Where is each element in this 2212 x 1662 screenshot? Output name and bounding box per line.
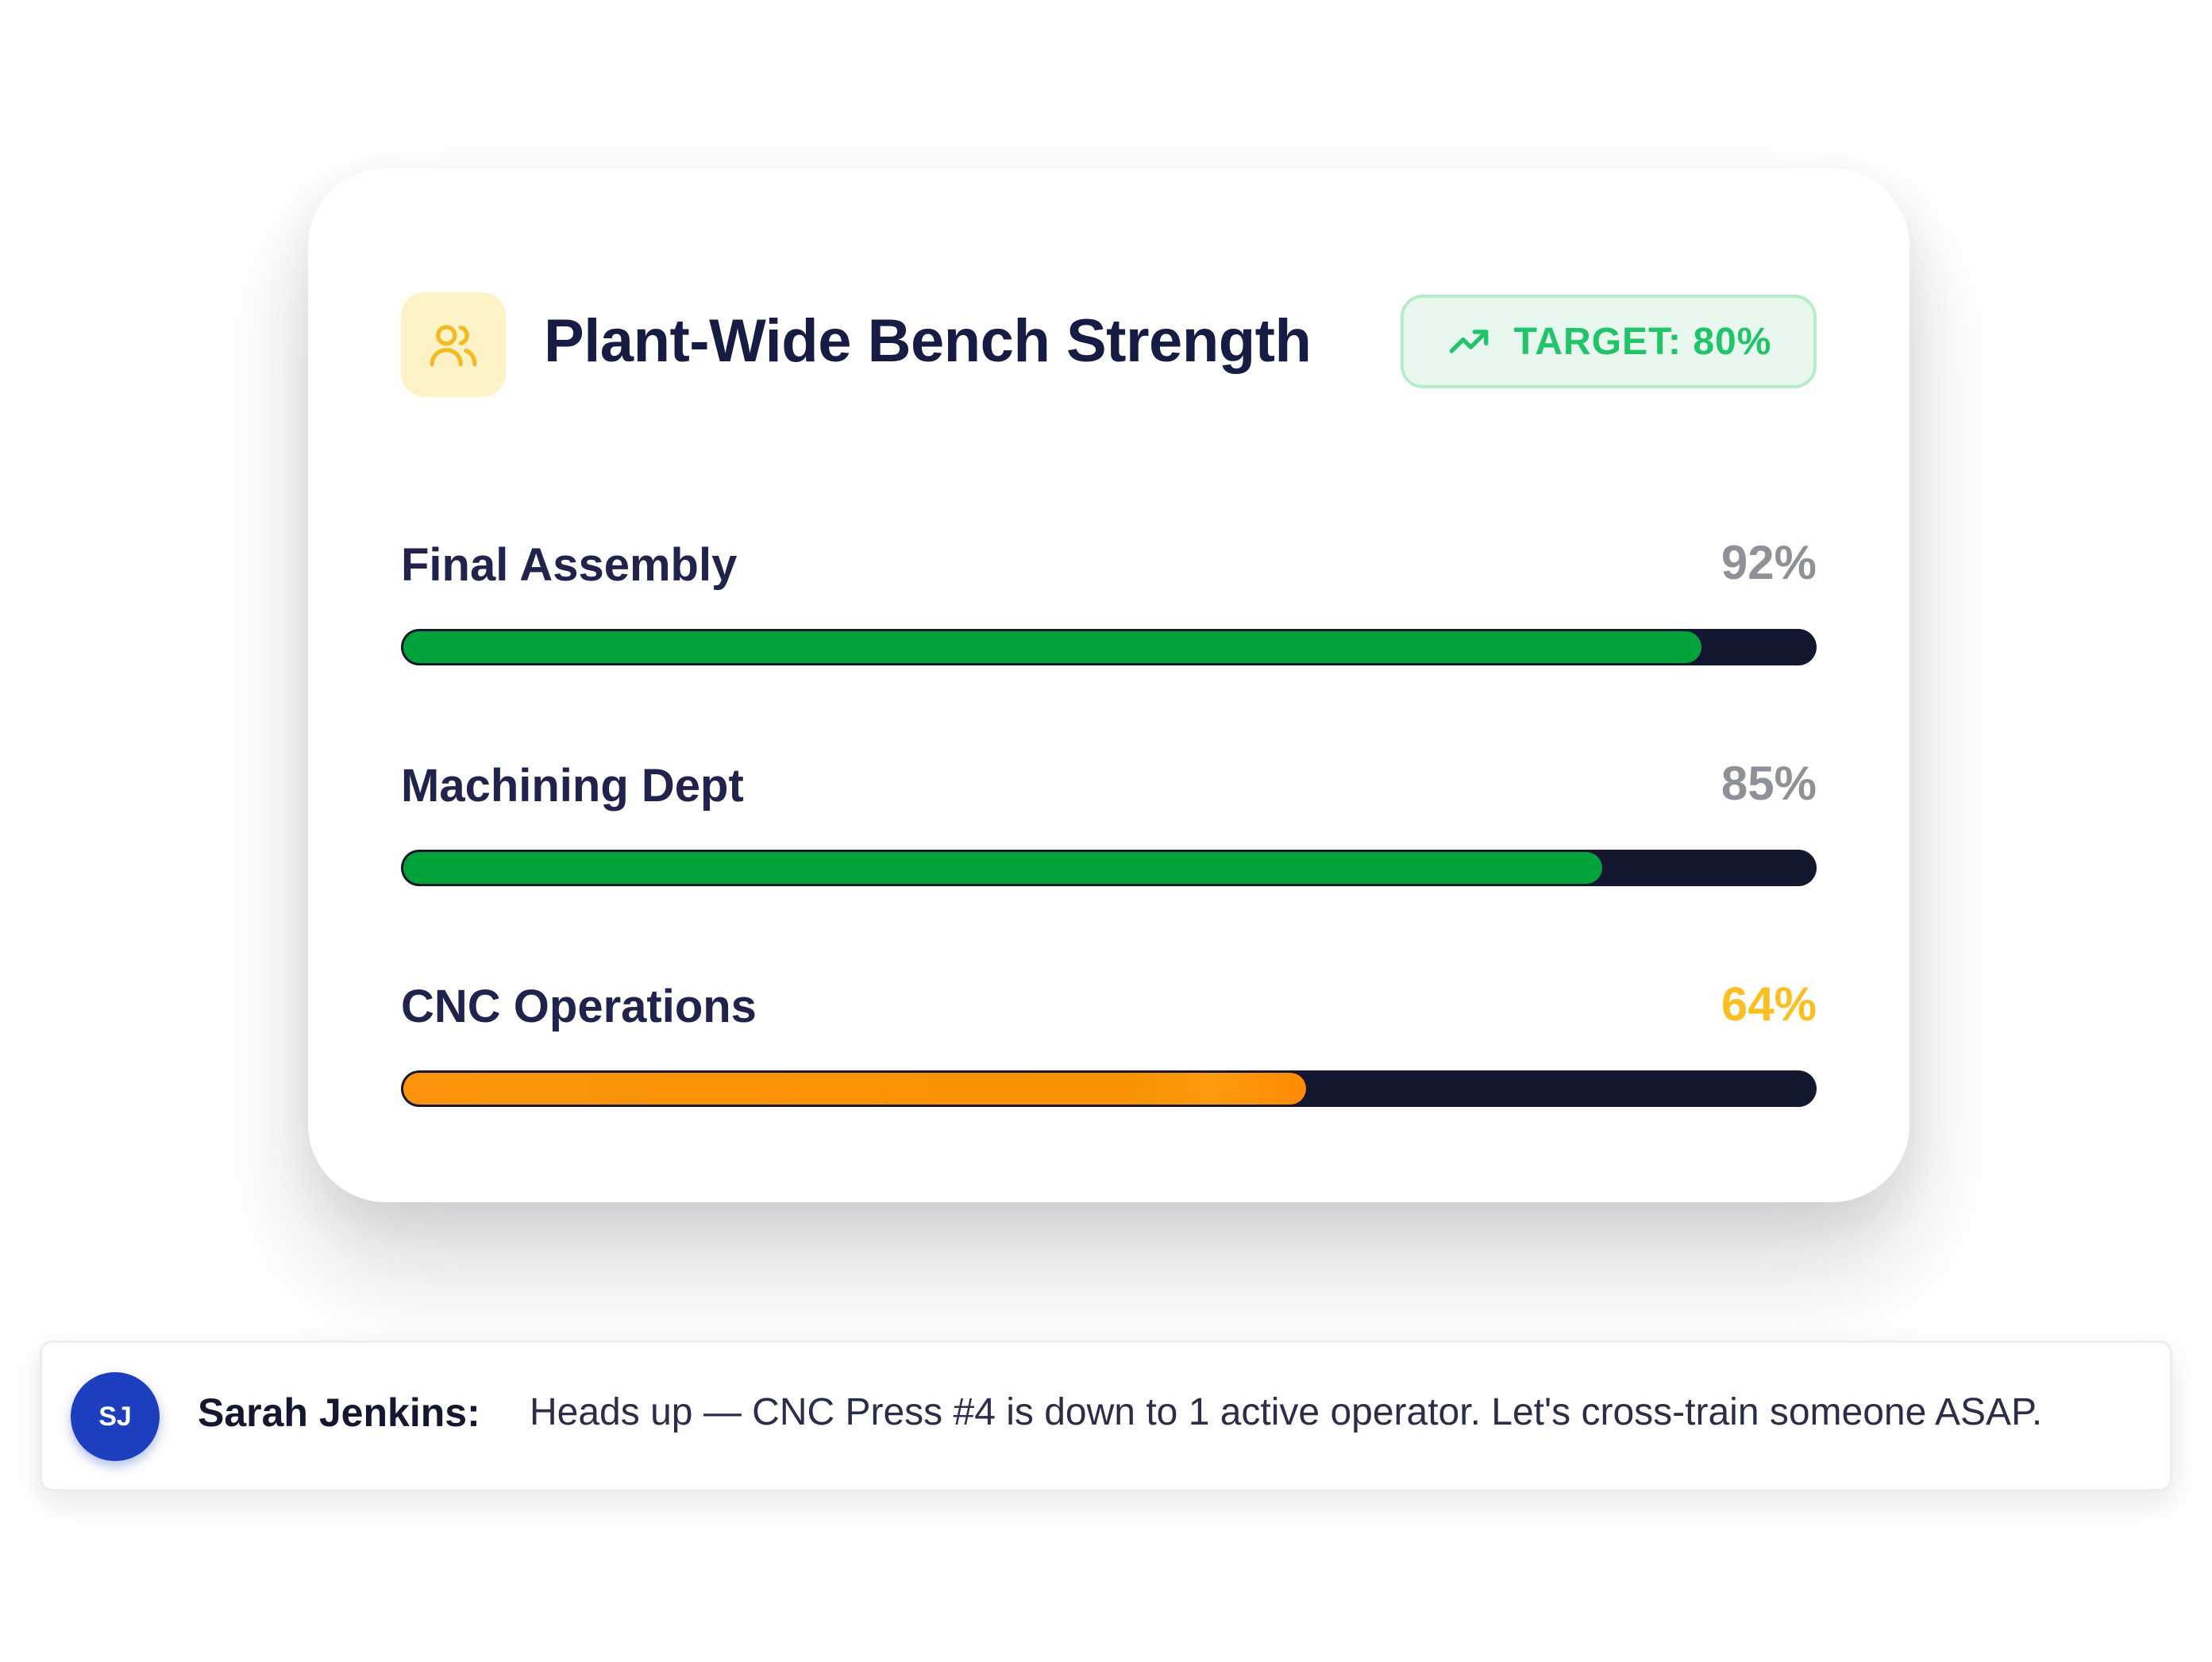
target-badge: TARGET: 80%: [1401, 295, 1817, 388]
metric-machining-dept: Machining Dept 85%: [401, 757, 1817, 894]
message-text: Heads up — CNC Press #4 is down to 1 act…: [530, 1391, 2043, 1433]
card-header: Plant-Wide Bench Strength TARGET: 80%: [401, 292, 1817, 400]
metric-value: 64%: [1721, 978, 1817, 1031]
metric-value: 85%: [1721, 757, 1817, 810]
progress-track: [401, 1070, 1817, 1107]
progress-track: [401, 629, 1817, 665]
progress-track: [401, 850, 1817, 886]
metric-cnc-operations: CNC Operations 64%: [401, 978, 1817, 1115]
metric-label: CNC Operations: [401, 981, 757, 1032]
users-icon: [401, 292, 506, 397]
metric-label: Final Assembly: [401, 539, 738, 591]
metric-label: Machining Dept: [401, 760, 744, 812]
bench-strength-card: Plant-Wide Bench Strength TARGET: 80% Fi…: [308, 168, 1909, 1202]
metric-final-assembly: Final Assembly 92%: [401, 536, 1817, 673]
card-title: Plant-Wide Bench Strength: [544, 307, 1312, 375]
progress-fill: [403, 631, 1701, 663]
progress-fill: [403, 852, 1602, 884]
sender-name: Sarah Jenkins:: [198, 1390, 480, 1435]
trending-up-icon: [1449, 330, 1488, 353]
chat-message[interactable]: SJ Sarah Jenkins: Heads up — CNC Press #…: [40, 1340, 2172, 1491]
avatar[interactable]: SJ: [71, 1372, 160, 1461]
target-label: TARGET: 80%: [1513, 320, 1772, 363]
metric-value: 92%: [1721, 536, 1817, 589]
progress-fill: [403, 1073, 1306, 1105]
